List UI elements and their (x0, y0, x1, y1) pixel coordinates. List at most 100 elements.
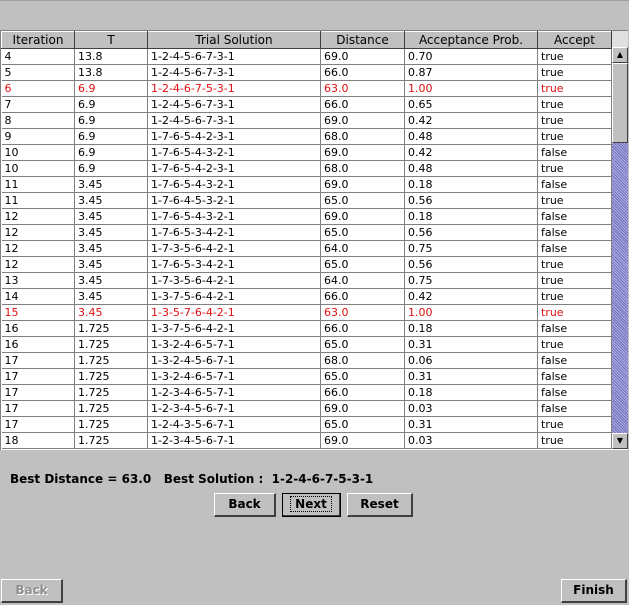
trial-solution-cell: 1-7-3-5-6-4-2-1 (147, 272, 321, 289)
scroll-down-button[interactable]: ▼ (612, 433, 628, 449)
table-row[interactable]: 6 6.9 1-2-4-6-7-5-3-1 63.0 1.00 true (1, 80, 612, 97)
temperature-cell: 3.45 (74, 288, 148, 305)
acceptance-prob-cell: 0.56 (404, 224, 538, 241)
trial-solution-cell: 1-3-7-5-6-4-2-1 (147, 320, 321, 337)
trial-solution-cell: 1-3-5-7-6-4-2-1 (147, 304, 321, 321)
table-row[interactable]: 17 1.725 1-2-3-4-6-5-7-1 66.0 0.18 false (1, 384, 612, 401)
acceptance-prob-cell: 0.56 (404, 192, 538, 209)
column-header-acceptance-prob[interactable]: Acceptance Prob. (404, 31, 538, 49)
table-row[interactable]: 11 3.45 1-7-6-4-5-3-2-1 65.0 0.56 true (1, 192, 612, 209)
back-step-label: Back (228, 497, 261, 511)
distance-cell: 64.0 (320, 240, 405, 257)
trial-solution-cell: 1-2-4-5-6-7-3-1 (147, 112, 321, 129)
column-header-temperature[interactable]: T (74, 31, 148, 49)
best-distance-label: Best Distance = 63.0 (10, 472, 152, 486)
table-row[interactable]: 16 1.725 1-3-2-4-6-5-7-1 65.0 0.31 true (1, 336, 612, 353)
temperature-cell: 1.725 (74, 320, 148, 337)
table-row[interactable]: 8 6.9 1-2-4-5-6-7-3-1 69.0 0.42 true (1, 112, 612, 129)
column-header-trial-solution[interactable]: Trial Solution (147, 31, 321, 49)
reset-button[interactable]: Reset (347, 493, 413, 517)
accept-cell: true (537, 160, 612, 177)
iteration-cell: 9 (1, 128, 75, 145)
table-row[interactable]: 12 3.45 1-7-6-5-3-4-2-1 65.0 0.56 true (1, 256, 612, 273)
acceptance-prob-cell: 0.31 (404, 416, 538, 433)
next-step-button[interactable]: Next (282, 493, 341, 517)
table-row[interactable]: 17 1.725 1-3-2-4-5-6-7-1 68.0 0.06 false (1, 352, 612, 369)
temperature-cell: 1.725 (74, 416, 148, 433)
back-step-button[interactable]: Back (214, 493, 276, 517)
temperature-cell: 1.725 (74, 432, 148, 449)
distance-cell: 69.0 (320, 400, 405, 417)
table-row[interactable]: 12 3.45 1-7-6-5-4-3-2-1 69.0 0.18 false (1, 208, 612, 225)
column-header-iteration[interactable]: Iteration (1, 31, 75, 49)
iteration-cell: 10 (1, 144, 75, 161)
table-row[interactable]: 10 6.9 1-7-6-5-4-3-2-1 69.0 0.42 false (1, 144, 612, 161)
table-row[interactable]: 17 1.725 1-2-4-3-5-6-7-1 65.0 0.31 true (1, 416, 612, 433)
distance-cell: 65.0 (320, 416, 405, 433)
table-row[interactable]: 15 3.45 1-3-5-7-6-4-2-1 63.0 1.00 true (1, 304, 612, 321)
table-row[interactable]: 12 3.45 1-7-6-5-3-4-2-1 65.0 0.56 false (1, 224, 612, 241)
distance-cell: 66.0 (320, 320, 405, 337)
iteration-cell: 13 (1, 272, 75, 289)
table-row[interactable]: 18 1.725 1-2-3-4-5-6-7-1 69.0 0.03 true (1, 432, 612, 449)
distance-cell: 69.0 (320, 208, 405, 225)
trial-solution-cell: 1-2-3-4-5-6-7-1 (147, 400, 321, 417)
temperature-cell: 6.9 (74, 160, 148, 177)
acceptance-prob-cell: 0.31 (404, 368, 538, 385)
acceptance-prob-cell: 0.65 (404, 96, 538, 113)
trial-solution-cell: 1-2-3-4-6-5-7-1 (147, 384, 321, 401)
table-row[interactable]: 13 3.45 1-7-3-5-6-4-2-1 64.0 0.75 true (1, 272, 612, 289)
iteration-cell: 10 (1, 160, 75, 177)
accept-cell: false (537, 368, 612, 385)
table-row[interactable]: 4 13.8 1-2-4-5-6-7-3-1 69.0 0.70 true (1, 48, 612, 65)
accept-cell: false (537, 144, 612, 161)
table-row[interactable]: 7 6.9 1-2-4-5-6-7-3-1 66.0 0.65 true (1, 96, 612, 113)
accept-cell: true (537, 192, 612, 209)
iteration-cell: 5 (1, 64, 75, 81)
temperature-cell: 6.9 (74, 96, 148, 113)
temperature-cell: 3.45 (74, 224, 148, 241)
accept-cell: false (537, 352, 612, 369)
scroll-up-button[interactable]: ▲ (612, 47, 628, 63)
distance-cell: 65.0 (320, 336, 405, 353)
acceptance-prob-cell: 0.42 (404, 288, 538, 305)
column-header-distance[interactable]: Distance (320, 31, 405, 49)
distance-cell: 66.0 (320, 64, 405, 81)
acceptance-prob-cell: 0.31 (404, 336, 538, 353)
scroll-thumb[interactable] (612, 63, 628, 143)
iteration-cell: 12 (1, 224, 75, 241)
distance-cell: 68.0 (320, 160, 405, 177)
table-row[interactable]: 11 3.45 1-7-6-5-4-3-2-1 69.0 0.18 false (1, 176, 612, 193)
table-row[interactable]: 5 13.8 1-2-4-5-6-7-3-1 66.0 0.87 true (1, 64, 612, 81)
finish-button[interactable]: Finish (561, 579, 627, 603)
acceptance-prob-cell: 1.00 (404, 304, 538, 321)
iteration-cell: 16 (1, 320, 75, 337)
column-header-accept[interactable]: Accept (537, 31, 612, 49)
table-row[interactable]: 16 1.725 1-3-7-5-6-4-2-1 66.0 0.18 false (1, 320, 612, 337)
vertical-scrollbar[interactable]: ▲ ▼ (612, 31, 628, 449)
trial-solution-cell: 1-3-2-4-6-5-7-1 (147, 368, 321, 385)
table-row[interactable]: 14 3.45 1-3-7-5-6-4-2-1 66.0 0.42 true (1, 288, 612, 305)
trial-solution-cell: 1-3-2-4-6-5-7-1 (147, 336, 321, 353)
arrow-down-icon: ▼ (616, 436, 624, 445)
acceptance-prob-cell: 0.48 (404, 128, 538, 145)
scroll-track[interactable] (612, 143, 628, 433)
iteration-cell: 18 (1, 432, 75, 449)
acceptance-prob-cell: 1.00 (404, 80, 538, 97)
distance-cell: 68.0 (320, 352, 405, 369)
table-row[interactable]: 12 3.45 1-7-3-5-6-4-2-1 64.0 0.75 false (1, 240, 612, 257)
iteration-cell: 4 (1, 48, 75, 65)
table-row[interactable]: 10 6.9 1-7-6-5-4-2-3-1 68.0 0.48 true (1, 160, 612, 177)
temperature-cell: 6.9 (74, 144, 148, 161)
table-row[interactable]: 9 6.9 1-7-6-5-4-2-3-1 68.0 0.48 true (1, 128, 612, 145)
temperature-cell: 13.8 (74, 48, 148, 65)
table-row[interactable]: 17 1.725 1-3-2-4-6-5-7-1 65.0 0.31 false (1, 368, 612, 385)
table-row[interactable]: 17 1.725 1-2-3-4-5-6-7-1 69.0 0.03 false (1, 400, 612, 417)
trial-solution-cell: 1-2-4-3-5-6-7-1 (147, 416, 321, 433)
accept-cell: false (537, 208, 612, 225)
wizard-back-button[interactable]: Back (1, 579, 63, 603)
distance-cell: 68.0 (320, 128, 405, 145)
accept-cell: false (537, 400, 612, 417)
iteration-cell: 16 (1, 336, 75, 353)
temperature-cell: 3.45 (74, 208, 148, 225)
